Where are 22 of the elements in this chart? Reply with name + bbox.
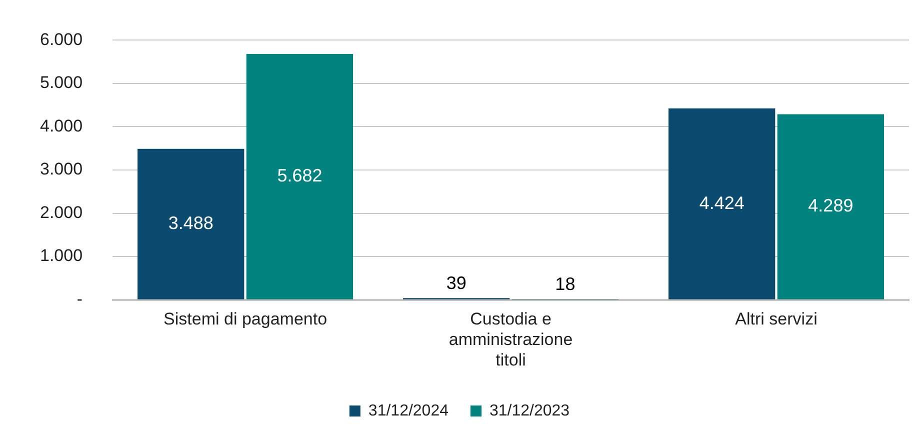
x-tick-label: Altri servizi	[735, 310, 818, 329]
data-label: 5.682	[277, 166, 322, 186]
y-tick-label: -	[76, 289, 83, 308]
bar	[777, 114, 884, 300]
bar	[246, 54, 354, 300]
y-tick-label: 6.000	[40, 30, 83, 49]
y-tick-label: 2.000	[40, 202, 83, 222]
data-label: 3.488	[168, 213, 214, 234]
y-tick-label: 5.000	[40, 73, 83, 92]
y-tick-label: 3.000	[40, 160, 83, 179]
data-label: 4.289	[808, 196, 854, 216]
bar	[668, 108, 776, 300]
y-tick-label: 4.000	[40, 116, 83, 136]
data-label: 39	[446, 273, 466, 294]
legend-label: 31/12/2023	[490, 402, 570, 420]
y-tick-label: 1.000	[40, 246, 83, 266]
x-tick-label: Sistemi di pagamento	[164, 310, 328, 329]
x-tick-label: Custodia e amministrazione titoli	[448, 310, 573, 370]
data-label: 18	[555, 274, 576, 294]
bar	[138, 148, 244, 300]
legend-label: 31/12/2024	[368, 402, 449, 420]
data-label: 4.424	[699, 192, 744, 213]
